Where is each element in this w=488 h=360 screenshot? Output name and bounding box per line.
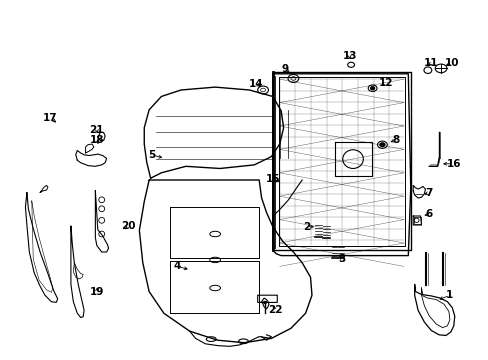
- Text: 11: 11: [423, 58, 438, 68]
- Text: 6: 6: [425, 209, 432, 219]
- Text: 13: 13: [342, 51, 356, 61]
- Text: 15: 15: [265, 174, 280, 184]
- Text: 19: 19: [89, 287, 104, 297]
- Ellipse shape: [370, 87, 374, 90]
- Polygon shape: [144, 87, 283, 178]
- Text: 21: 21: [89, 125, 104, 135]
- Text: 22: 22: [267, 305, 282, 315]
- Text: 16: 16: [446, 159, 460, 169]
- Polygon shape: [25, 193, 58, 302]
- Polygon shape: [71, 226, 84, 318]
- Text: 10: 10: [444, 58, 459, 68]
- Polygon shape: [414, 284, 454, 336]
- Polygon shape: [98, 132, 105, 140]
- Text: 18: 18: [89, 135, 104, 145]
- Polygon shape: [95, 191, 108, 252]
- Text: 9: 9: [281, 64, 287, 74]
- Text: 7: 7: [425, 188, 432, 198]
- Text: 5: 5: [148, 150, 155, 160]
- Polygon shape: [85, 144, 94, 153]
- Polygon shape: [412, 216, 421, 225]
- Polygon shape: [272, 74, 410, 256]
- Text: 17: 17: [43, 113, 58, 123]
- Text: 20: 20: [121, 221, 136, 231]
- Text: 1: 1: [446, 290, 452, 300]
- Polygon shape: [139, 180, 311, 343]
- Ellipse shape: [263, 301, 266, 303]
- Text: 14: 14: [248, 78, 263, 89]
- Polygon shape: [40, 185, 48, 193]
- FancyBboxPatch shape: [257, 295, 277, 302]
- Text: 4: 4: [173, 261, 181, 271]
- Text: 3: 3: [338, 254, 345, 264]
- Text: 2: 2: [303, 222, 309, 232]
- Polygon shape: [76, 150, 106, 166]
- Text: 12: 12: [378, 78, 393, 88]
- Ellipse shape: [379, 143, 384, 147]
- Text: 8: 8: [392, 135, 399, 145]
- Polygon shape: [412, 185, 425, 198]
